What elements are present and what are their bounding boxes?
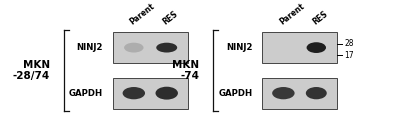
FancyBboxPatch shape — [262, 78, 337, 109]
Text: RES: RES — [161, 9, 180, 27]
Text: GAPDH: GAPDH — [69, 89, 103, 98]
FancyBboxPatch shape — [113, 32, 188, 63]
Text: 28: 28 — [344, 39, 354, 48]
Ellipse shape — [306, 87, 327, 99]
Text: MKN
-74: MKN -74 — [172, 60, 199, 81]
Text: NINJ2: NINJ2 — [77, 43, 103, 52]
FancyBboxPatch shape — [113, 78, 188, 109]
Ellipse shape — [272, 87, 295, 99]
Text: NINJ2: NINJ2 — [226, 43, 253, 52]
Text: Parent: Parent — [128, 2, 156, 27]
Text: 17: 17 — [344, 51, 354, 60]
Ellipse shape — [156, 87, 178, 100]
Ellipse shape — [156, 43, 177, 53]
Ellipse shape — [122, 87, 145, 99]
Ellipse shape — [124, 43, 143, 53]
Text: GAPDH: GAPDH — [218, 89, 253, 98]
Text: MKN
-28/74: MKN -28/74 — [13, 60, 50, 81]
Text: Parent: Parent — [278, 2, 306, 27]
Text: RES: RES — [311, 9, 329, 27]
Ellipse shape — [307, 42, 326, 53]
FancyBboxPatch shape — [262, 32, 337, 63]
